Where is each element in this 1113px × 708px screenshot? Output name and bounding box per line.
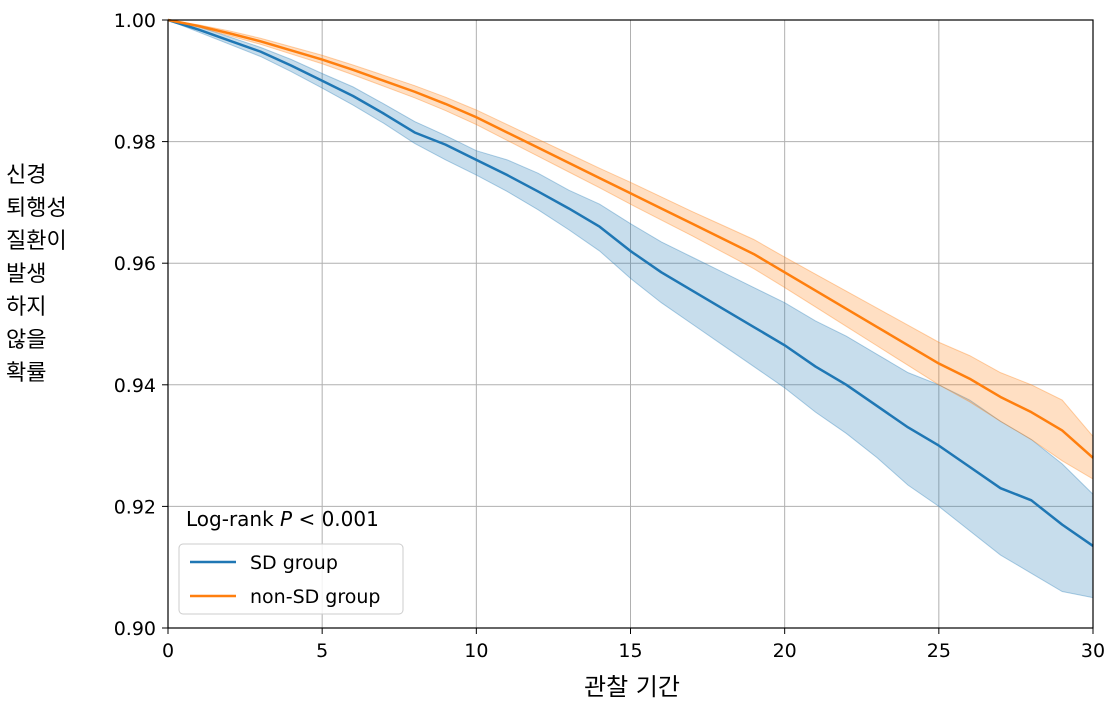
legend-label-sd: SD group — [250, 552, 338, 574]
y-axis-label-line: 않을 — [6, 328, 46, 353]
annotation-prefix: Log-rank — [186, 507, 280, 531]
x-tick-label: 0 — [162, 640, 174, 662]
x-axis-ticks: 0 5 10 15 20 25 30 — [162, 628, 1105, 662]
y-axis-label-line: 신경 — [6, 163, 46, 188]
x-tick-label: 10 — [464, 640, 488, 662]
grid — [167, 19, 1094, 629]
annotation-p: P — [280, 507, 293, 531]
y-tick-label: 0.96 — [114, 253, 156, 275]
y-tick-label: 1.00 — [114, 10, 156, 32]
x-tick-label: 15 — [618, 640, 642, 662]
x-tick-label: 30 — [1081, 640, 1105, 662]
x-tick-label: 20 — [773, 640, 797, 662]
series-line-non-sd — [167, 18, 1094, 459]
y-tick-label: 0.90 — [114, 618, 156, 640]
y-tick-label: 0.92 — [114, 496, 156, 518]
y-axis-label-line: 하지 — [6, 295, 46, 320]
log-rank-annotation: Log-rank P < 0.001 — [186, 507, 379, 531]
y-tick-label: 0.98 — [114, 132, 156, 154]
x-tick-label: 5 — [316, 640, 328, 662]
y-axis-ticks: 0.90 0.92 0.94 0.96 0.98 1.00 — [114, 10, 168, 640]
y-axis-label-line: 확률 — [6, 361, 46, 386]
y-axis-label-line: 퇴행성 — [6, 196, 67, 221]
x-tick-label: 25 — [927, 640, 951, 662]
series-lines — [167, 18, 1094, 547]
x-axis-label: 관찰 기간 — [584, 673, 680, 701]
y-tick-label: 0.94 — [114, 375, 156, 397]
y-axis-label-line: 발생 — [6, 262, 46, 287]
legend-label-non-sd: non-SD group — [250, 586, 380, 608]
annotation-suffix: < 0.001 — [292, 507, 379, 531]
y-axis-label-line: 질환이 — [6, 229, 67, 254]
legend: SD group non-SD group — [178, 543, 404, 615]
series-line-sd — [167, 18, 1094, 547]
